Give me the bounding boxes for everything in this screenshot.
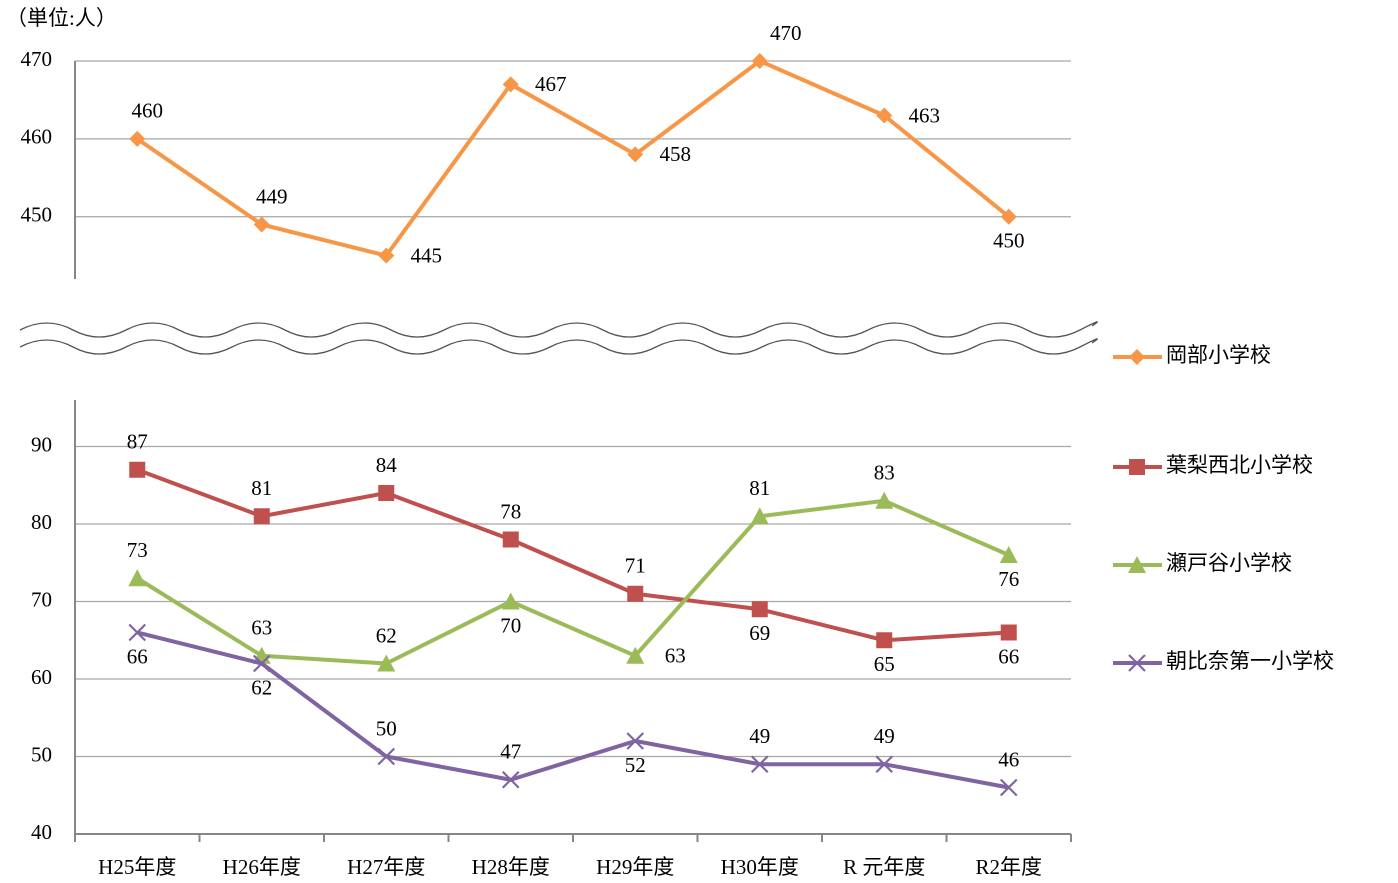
x-tick-label: H28年度 [472, 855, 550, 879]
marker [377, 747, 396, 766]
data-label: 460 [132, 99, 164, 123]
y-tick-label: 450 [21, 203, 53, 227]
data-label: 467 [535, 72, 567, 96]
data-label: 450 [993, 229, 1025, 253]
marker [129, 130, 146, 147]
data-label: 71 [625, 554, 646, 578]
marker [1129, 459, 1145, 475]
marker [1000, 208, 1017, 225]
marker [876, 107, 893, 124]
marker [751, 601, 768, 618]
marker [502, 531, 519, 548]
marker [377, 654, 396, 672]
y-tick-label: 50 [31, 742, 52, 766]
data-label: 65 [874, 652, 895, 676]
marker [627, 585, 644, 602]
data-label: 62 [251, 675, 272, 699]
marker [128, 623, 147, 642]
y-tick-label: 80 [31, 510, 52, 534]
data-label: 78 [500, 499, 521, 523]
marker [253, 216, 270, 233]
marker [876, 632, 893, 649]
line [136, 498, 1010, 666]
marker [626, 732, 645, 750]
marker [502, 76, 519, 93]
marker [750, 507, 769, 525]
data-label: 63 [665, 644, 686, 668]
marker [501, 770, 520, 789]
x-tick-label: R2年度 [975, 855, 1042, 879]
data-label: 449 [256, 184, 288, 208]
marker [626, 646, 645, 664]
data-label: 66 [998, 644, 1019, 668]
marker [875, 491, 894, 509]
marker [999, 546, 1018, 563]
legend-label: 岡部小学校 [1166, 343, 1271, 367]
marker [750, 755, 769, 774]
data-label: 70 [500, 613, 521, 637]
data-label: 87 [127, 430, 148, 454]
axis-break [19, 321, 1098, 338]
x-tick-label: H30年度 [721, 855, 799, 879]
marker [378, 485, 395, 501]
marker [129, 461, 146, 478]
legend-label: 葉梨西北小学校 [1166, 453, 1313, 477]
y-tick-label: 460 [21, 125, 53, 149]
marker [751, 53, 768, 69]
data-label: 470 [770, 21, 802, 45]
marker [875, 755, 894, 774]
data-label: 49 [874, 724, 895, 748]
y-tick-label: 40 [31, 820, 52, 844]
line [136, 630, 1010, 790]
marker [1128, 556, 1146, 573]
data-label: 458 [660, 142, 692, 166]
data-label: 49 [749, 724, 770, 748]
data-label: 445 [411, 243, 443, 267]
y-tick-label: 70 [31, 587, 52, 611]
data-label: 73 [127, 538, 148, 562]
data-label: 47 [500, 740, 521, 764]
marker [378, 247, 395, 264]
data-label: 62 [376, 623, 397, 647]
x-tick-label: R 元年度 [843, 855, 925, 879]
data-label: 81 [749, 476, 770, 500]
marker [128, 569, 147, 587]
data-label: 50 [376, 716, 397, 740]
x-tick-label: H25年度 [98, 855, 176, 879]
legend-label: 朝比奈第一小学校 [1166, 649, 1334, 673]
data-label: 76 [998, 567, 1019, 591]
data-label: 83 [874, 461, 895, 485]
marker [1129, 349, 1145, 365]
data-label: 463 [909, 103, 941, 127]
x-tick-label: H29年度 [596, 855, 674, 879]
axis-break [19, 338, 1098, 355]
x-tick-label: H26年度 [223, 855, 301, 879]
legend-label: 瀬戸谷小学校 [1166, 551, 1292, 575]
marker [253, 508, 270, 525]
data-label: 52 [625, 753, 646, 777]
marker [999, 778, 1018, 797]
marker [252, 654, 271, 673]
data-label: 66 [127, 644, 148, 668]
unit-label: （単位:人） [6, 6, 117, 30]
y-tick-label: 90 [31, 432, 52, 456]
x-tick-label: H27年度 [347, 855, 425, 879]
data-label: 84 [376, 453, 398, 477]
data-label: 81 [251, 476, 272, 500]
data-label: 63 [251, 616, 272, 640]
marker [1000, 624, 1017, 641]
line [136, 59, 1011, 258]
marker [627, 146, 644, 163]
data-label: 69 [749, 621, 770, 645]
marker [501, 592, 520, 610]
marker [1128, 654, 1146, 672]
data-label: 46 [998, 747, 1019, 771]
line [136, 467, 1009, 643]
y-tick-label: 470 [21, 47, 53, 71]
y-tick-label: 60 [31, 665, 52, 689]
